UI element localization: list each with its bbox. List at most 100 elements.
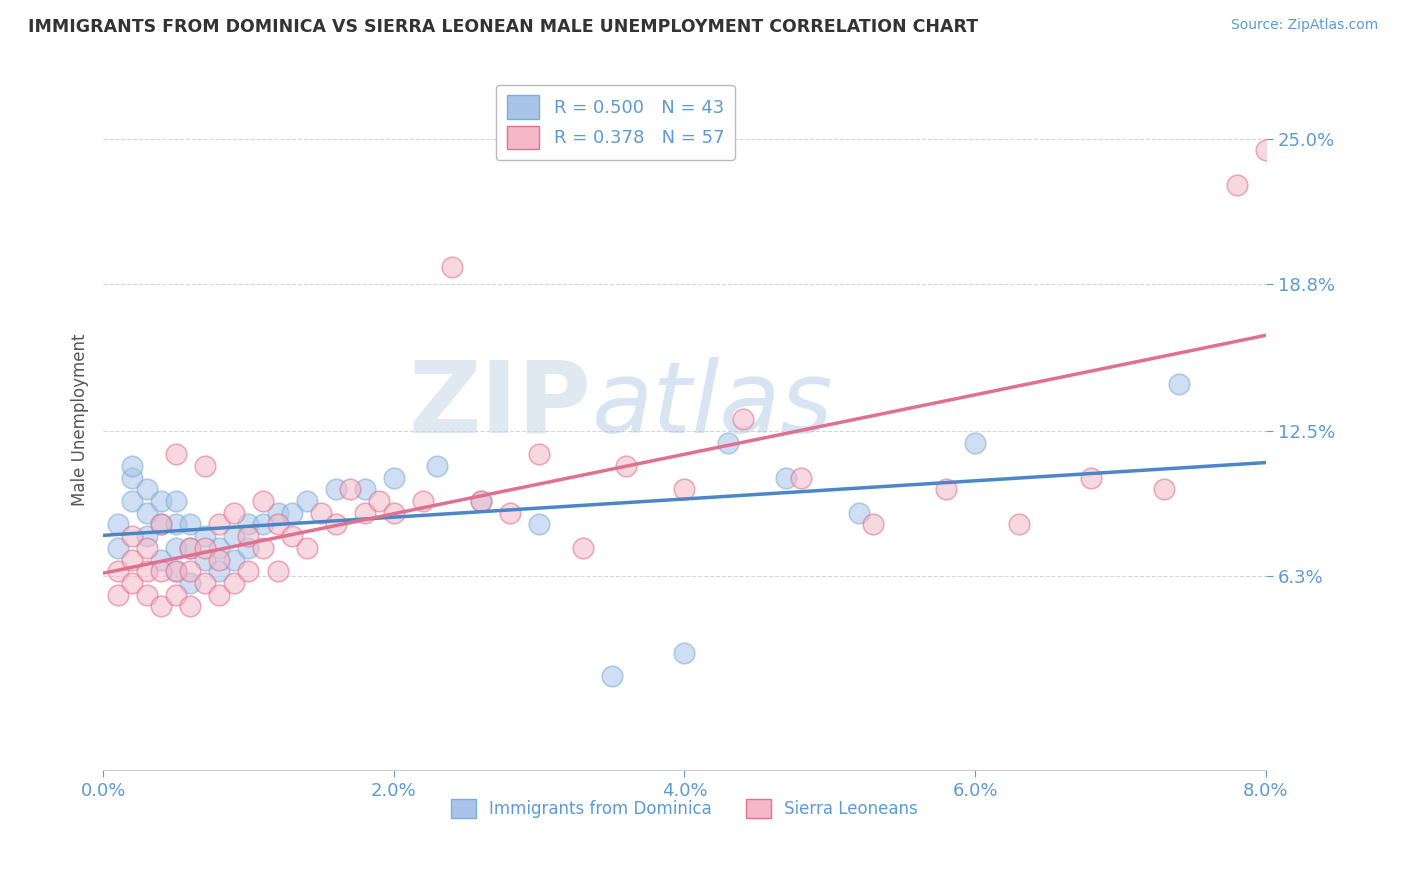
Point — [179, 541, 201, 555]
Point — [121, 471, 143, 485]
Point — [238, 529, 260, 543]
Point — [1008, 517, 1031, 532]
Point — [107, 541, 129, 555]
Point — [470, 494, 492, 508]
Point — [1167, 377, 1189, 392]
Point — [135, 483, 157, 497]
Point — [179, 541, 201, 555]
Point — [412, 494, 434, 508]
Point — [238, 541, 260, 555]
Point — [121, 576, 143, 591]
Point — [208, 552, 231, 566]
Point — [600, 669, 623, 683]
Point — [150, 552, 173, 566]
Point — [222, 529, 245, 543]
Point — [673, 646, 696, 660]
Point — [107, 564, 129, 578]
Point — [571, 541, 593, 555]
Point — [252, 494, 274, 508]
Point — [135, 529, 157, 543]
Point — [527, 447, 550, 461]
Point — [295, 541, 318, 555]
Point — [281, 529, 304, 543]
Text: atlas: atlas — [592, 357, 832, 454]
Point — [135, 506, 157, 520]
Point — [1254, 144, 1277, 158]
Point — [150, 599, 173, 614]
Point — [382, 471, 405, 485]
Point — [135, 541, 157, 555]
Point — [673, 483, 696, 497]
Point — [194, 458, 217, 473]
Point — [281, 506, 304, 520]
Point — [848, 506, 870, 520]
Point — [470, 494, 492, 508]
Point — [1226, 178, 1249, 193]
Point — [208, 588, 231, 602]
Point — [208, 517, 231, 532]
Point — [1284, 225, 1306, 239]
Point — [165, 447, 187, 461]
Point — [353, 506, 375, 520]
Point — [165, 541, 187, 555]
Point — [775, 471, 797, 485]
Point — [150, 517, 173, 532]
Point — [309, 506, 332, 520]
Point — [252, 541, 274, 555]
Point — [368, 494, 391, 508]
Point — [150, 494, 173, 508]
Point — [238, 517, 260, 532]
Point — [121, 494, 143, 508]
Point — [862, 517, 884, 532]
Point — [252, 517, 274, 532]
Point — [499, 506, 522, 520]
Point — [222, 576, 245, 591]
Point — [121, 529, 143, 543]
Text: IMMIGRANTS FROM DOMINICA VS SIERRA LEONEAN MALE UNEMPLOYMENT CORRELATION CHART: IMMIGRANTS FROM DOMINICA VS SIERRA LEONE… — [28, 18, 979, 36]
Point — [121, 552, 143, 566]
Point — [614, 458, 637, 473]
Point — [208, 541, 231, 555]
Point — [194, 576, 217, 591]
Point — [135, 564, 157, 578]
Point — [353, 483, 375, 497]
Point — [238, 564, 260, 578]
Point — [717, 435, 740, 450]
Point — [107, 517, 129, 532]
Point — [440, 260, 463, 275]
Point — [179, 576, 201, 591]
Point — [179, 517, 201, 532]
Point — [121, 458, 143, 473]
Point — [382, 506, 405, 520]
Point — [325, 483, 347, 497]
Point — [426, 458, 449, 473]
Point — [266, 506, 288, 520]
Point — [194, 529, 217, 543]
Point — [325, 517, 347, 532]
Point — [165, 494, 187, 508]
Text: Source: ZipAtlas.com: Source: ZipAtlas.com — [1230, 18, 1378, 32]
Point — [194, 552, 217, 566]
Point — [135, 588, 157, 602]
Point — [1080, 471, 1102, 485]
Point — [194, 541, 217, 555]
Point — [222, 552, 245, 566]
Point — [150, 564, 173, 578]
Point — [789, 471, 811, 485]
Point — [150, 517, 173, 532]
Point — [963, 435, 986, 450]
Point — [935, 483, 957, 497]
Y-axis label: Male Unemployment: Male Unemployment — [72, 333, 89, 506]
Point — [165, 517, 187, 532]
Point — [208, 564, 231, 578]
Point — [179, 564, 201, 578]
Point — [731, 412, 754, 426]
Legend: Immigrants from Dominica, Sierra Leoneans: Immigrants from Dominica, Sierra Leonean… — [444, 792, 924, 825]
Text: ZIP: ZIP — [409, 357, 592, 454]
Point — [222, 506, 245, 520]
Point — [165, 588, 187, 602]
Point — [165, 564, 187, 578]
Point — [295, 494, 318, 508]
Point — [527, 517, 550, 532]
Point — [1153, 483, 1175, 497]
